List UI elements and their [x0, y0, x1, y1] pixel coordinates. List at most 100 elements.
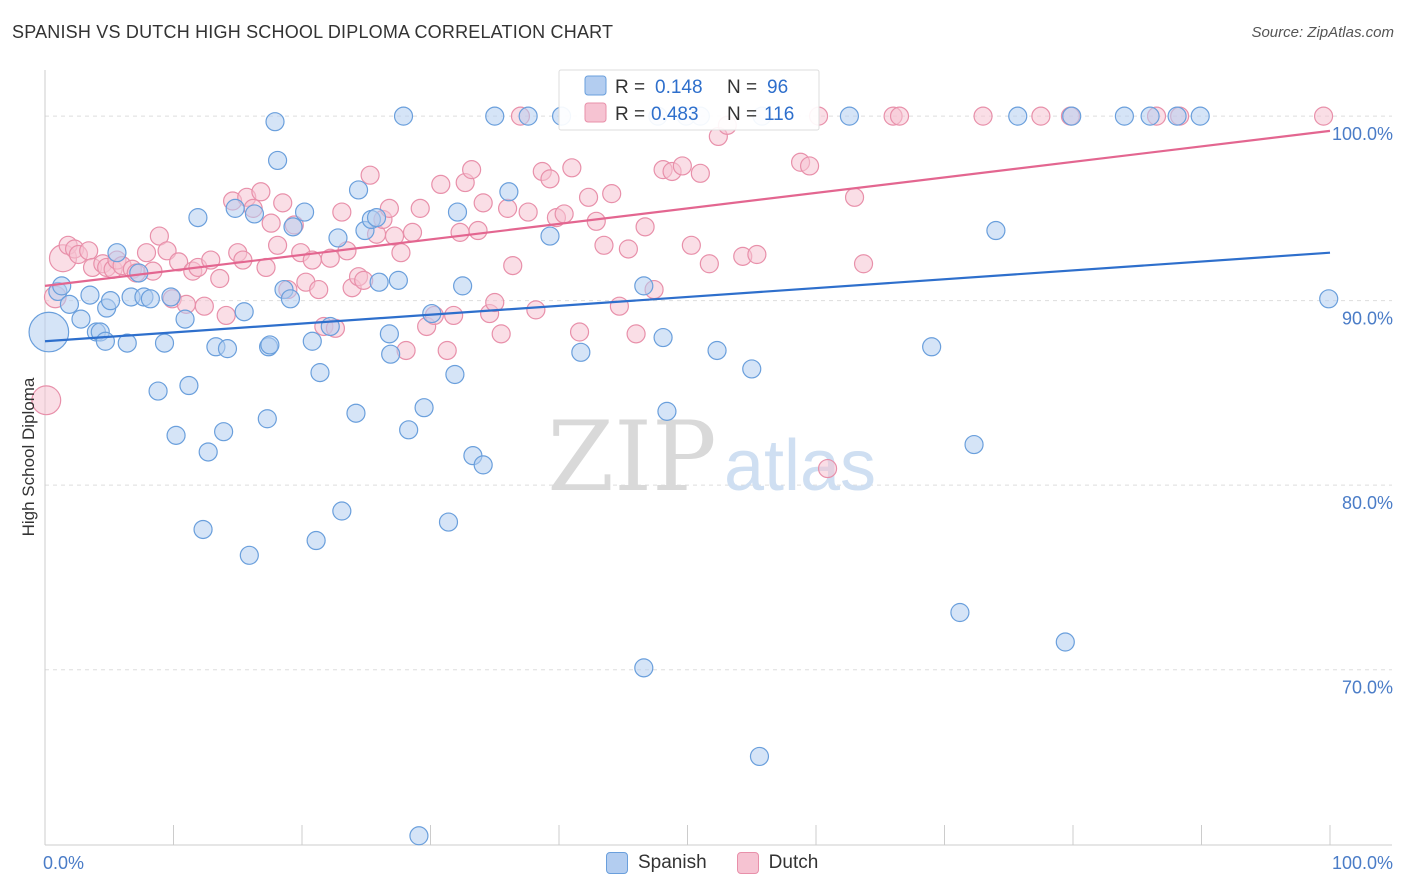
dutch-point-43	[309, 279, 329, 300]
spanish-point-11	[107, 243, 127, 263]
spanish-point-43	[306, 530, 326, 551]
dutch-trend-line	[44, 129, 1331, 287]
y-tick-label-2: 80.0%	[1342, 493, 1393, 513]
spanish-point-5	[80, 285, 100, 305]
dutch-point-45	[320, 248, 340, 268]
spanish-point-71	[540, 226, 560, 246]
dutch-point-68	[462, 160, 482, 180]
dutch-point-36	[267, 235, 288, 255]
spanish-point-27	[214, 422, 234, 442]
stats-r-label-dutch: R =	[615, 104, 645, 125]
y-axis-title: High School Diploma	[19, 377, 38, 536]
dutch-point-105	[799, 156, 820, 176]
stats-swatch-dutch	[584, 102, 607, 123]
spanish-point-63	[445, 364, 465, 385]
stats-legend-box	[558, 69, 820, 131]
dutch-point-90	[618, 239, 638, 259]
legend-label-dutch: Dutch	[768, 852, 819, 873]
spanish-point-75	[634, 276, 654, 296]
x-tick-label-min: 0.0%	[43, 853, 84, 873]
spanish-point-36	[265, 112, 285, 132]
dutch-point-103	[747, 244, 767, 265]
dutch-point-52	[360, 165, 380, 185]
spanish-point-85	[839, 106, 860, 126]
spanish-point-47	[332, 501, 352, 521]
spanish-point-86	[922, 337, 942, 357]
legend-swatch-spanish	[606, 852, 628, 874]
spanish-point-56	[388, 270, 408, 290]
dutch-point-109	[853, 254, 874, 274]
bottom-legend: Spanish Dutch	[606, 852, 818, 874]
dutch-point-72	[485, 292, 505, 313]
dutch-point-113	[1031, 106, 1051, 126]
dutch-point-87	[594, 235, 614, 255]
y-tick-label-0: 100.0%	[1332, 124, 1393, 144]
watermark: ZIP atlas	[547, 401, 876, 513]
dutch-point-107	[817, 458, 838, 479]
spanish-point-23	[188, 208, 208, 228]
dutch-point-59	[402, 222, 423, 242]
spanish-point-28	[217, 339, 238, 359]
spanish-point-92	[1062, 106, 1082, 126]
dutch-point-108	[844, 187, 865, 207]
stats-swatch-spanish	[584, 75, 607, 96]
dutch-point-24	[194, 296, 214, 316]
spanish-point-18	[154, 333, 175, 353]
dutch-point-15	[136, 243, 157, 263]
dutch-point-56	[384, 226, 405, 246]
watermark-zip: ZIP	[547, 401, 716, 513]
dutch-point-0	[31, 385, 62, 416]
spanish-point-57	[393, 106, 414, 126]
dutch-point-69	[468, 220, 488, 241]
dutch-point-6	[79, 241, 99, 261]
spanish-point-49	[348, 180, 369, 200]
dutch-point-111	[889, 106, 910, 126]
spanish-point-52	[366, 208, 387, 228]
spanish-point-46	[328, 228, 348, 248]
watermark-atlas: atlas	[724, 426, 876, 506]
spanish-point-37	[267, 150, 288, 171]
spanish-point-29	[225, 198, 245, 218]
dutch-point-84	[569, 322, 590, 342]
spanish-point-62	[438, 512, 459, 532]
spanish-point-17	[148, 381, 168, 401]
dutch-point-73	[491, 324, 511, 344]
spanish-point-31	[239, 545, 259, 565]
dutch-point-97	[681, 235, 701, 255]
trend-lines	[44, 129, 1331, 343]
legend-label-spanish: Spanish	[638, 852, 707, 873]
spanish-point-2	[52, 276, 72, 296]
dutch-point-64	[437, 340, 457, 361]
spanish-point-48	[346, 403, 366, 423]
spanish-point-53	[369, 272, 389, 292]
spanish-point-32	[244, 204, 265, 224]
spanish-point-73	[571, 342, 591, 362]
dutch-point-78	[526, 300, 546, 320]
spanish-point-12	[117, 333, 137, 353]
legend-item-dutch: Dutch	[736, 852, 819, 874]
dutch-point-91	[626, 324, 646, 344]
spanish-point-81	[707, 340, 727, 361]
dutch-point-96	[672, 156, 692, 176]
spanish-point-65	[453, 276, 473, 296]
dutch-point-37	[273, 193, 293, 213]
spanish-point-96	[1190, 106, 1210, 126]
dutch-point-75	[503, 255, 523, 276]
spanish-point-39	[280, 289, 301, 309]
spanish-point-70	[518, 106, 538, 126]
spanish-point-8	[95, 331, 115, 351]
spanish-point-93	[1114, 106, 1135, 126]
spanish-point-74	[634, 658, 654, 678]
dutch-point-98	[690, 163, 710, 183]
spanish-point-64	[447, 202, 468, 222]
dutch-point-92	[635, 217, 655, 237]
spanish-point-89	[986, 220, 1006, 241]
axis-labels: 100.0% 90.0% 80.0% 70.0% 0.0% 100.0% High Scho…	[19, 124, 1393, 873]
spanish-point-82	[742, 359, 762, 379]
stats-r-value-spanish: 0.148	[655, 77, 703, 98]
spanish-points	[28, 106, 1339, 846]
dutch-point-35	[261, 213, 281, 233]
stats-legend: R = 0.148 N = 96 R = 0.483 N = 116	[558, 69, 820, 131]
dutch-point-83	[562, 158, 582, 178]
spanish-point-30	[234, 302, 254, 322]
